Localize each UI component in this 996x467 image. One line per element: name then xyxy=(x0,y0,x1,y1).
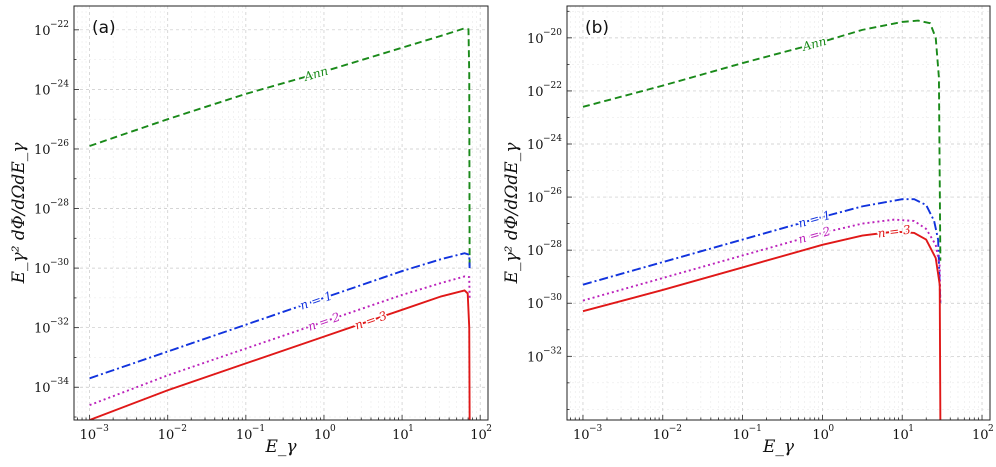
x-tick-exponent: −1 xyxy=(749,424,762,434)
x-tick-label: 10 xyxy=(812,428,829,443)
x-tick-label: 10 xyxy=(80,428,97,443)
y-tick-label: 10 xyxy=(527,350,544,365)
y-tick-exponent: −28 xyxy=(50,199,69,209)
y-tick-label: 10 xyxy=(527,191,544,206)
grid xyxy=(567,6,990,420)
panel-label: (a) xyxy=(92,18,116,38)
x-tick-label: 10 xyxy=(733,428,750,443)
y-tick-label: 10 xyxy=(34,24,51,39)
x-tick-exponent: 0 xyxy=(330,424,336,434)
y-tick-exponent: −28 xyxy=(543,240,562,250)
y-axis-label: E_γ² dΦ/dΩdE_γ xyxy=(9,142,29,285)
x-tick-exponent: −3 xyxy=(96,424,110,434)
x-tick-exponent: −1 xyxy=(252,424,265,434)
y-tick-label: 10 xyxy=(34,381,51,396)
series-line-ann xyxy=(89,27,471,269)
y-tick-label: 10 xyxy=(34,143,51,158)
x-tick-exponent: 2 xyxy=(486,424,492,434)
y-tick-label: 10 xyxy=(34,83,51,98)
series-line-ann xyxy=(582,19,942,261)
x-tick-exponent: 0 xyxy=(828,424,834,434)
x-tick-exponent: 1 xyxy=(908,424,914,434)
grid xyxy=(74,6,488,420)
series-label-n=3: n = 3 xyxy=(353,308,389,332)
y-tick-exponent: −22 xyxy=(543,81,562,91)
y-tick-exponent: −26 xyxy=(543,187,562,197)
plot-frame xyxy=(566,5,991,421)
y-tick-exponent: −30 xyxy=(50,258,69,268)
x-tick-label: 10 xyxy=(314,428,331,443)
x-tick-exponent: −2 xyxy=(174,424,187,434)
y-tick-label: 10 xyxy=(527,32,544,47)
series-group xyxy=(89,27,471,420)
y-tick-label: 10 xyxy=(527,85,544,100)
series-line-n=1 xyxy=(89,252,471,380)
y-tick-exponent: −24 xyxy=(50,79,69,89)
y-tick-exponent: −30 xyxy=(543,293,562,303)
y-tick-label: 10 xyxy=(527,244,544,259)
x-tick-exponent: 1 xyxy=(408,424,414,434)
y-tick-exponent: −24 xyxy=(543,134,562,144)
y-tick-label: 10 xyxy=(34,203,51,218)
y-tick-label: 10 xyxy=(34,322,51,337)
y-tick-exponent: −26 xyxy=(50,139,69,149)
x-tick-label: 10 xyxy=(158,428,175,443)
y-tick-exponent: −32 xyxy=(543,346,562,356)
series-label-n=3: n = 3 xyxy=(877,223,912,241)
series-line-n=2 xyxy=(582,218,942,304)
x-tick-label: 10 xyxy=(392,428,409,443)
x-axis-label: E_γ xyxy=(264,437,297,457)
series-group xyxy=(582,19,942,420)
x-tick-label: 10 xyxy=(972,428,989,443)
x-tick-exponent: −3 xyxy=(589,424,603,434)
x-tick-label: 10 xyxy=(892,428,909,443)
y-tick-label: 10 xyxy=(527,297,544,312)
x-tick-label: 10 xyxy=(236,428,253,443)
series-line-n=3 xyxy=(582,230,942,420)
y-axis-label: E_γ² dΦ/dΩdE_γ xyxy=(502,142,522,285)
y-tick-exponent: −34 xyxy=(50,377,69,387)
plot-frame xyxy=(73,5,489,421)
x-tick-exponent: −2 xyxy=(669,424,682,434)
y-tick-exponent: −32 xyxy=(50,318,69,328)
series-line-n=1 xyxy=(582,198,942,304)
x-tick-exponent: 2 xyxy=(988,424,994,434)
panel-label: (b) xyxy=(585,18,609,38)
series-label-n=1: n = 1 xyxy=(298,289,334,313)
x-tick-label: 10 xyxy=(470,428,487,443)
series-label-ann: Ann xyxy=(800,34,828,54)
y-tick-exponent: −20 xyxy=(543,28,562,38)
series-label-ann: Ann xyxy=(302,64,330,84)
y-tick-label: 10 xyxy=(34,262,51,277)
x-tick-label: 10 xyxy=(573,428,590,443)
x-axis-label: E_γ xyxy=(762,437,795,457)
series-line-n=3 xyxy=(89,289,471,420)
series-line-n=2 xyxy=(89,275,471,406)
x-tick-label: 10 xyxy=(653,428,670,443)
y-tick-exponent: −22 xyxy=(50,20,69,30)
y-tick-label: 10 xyxy=(527,138,544,153)
